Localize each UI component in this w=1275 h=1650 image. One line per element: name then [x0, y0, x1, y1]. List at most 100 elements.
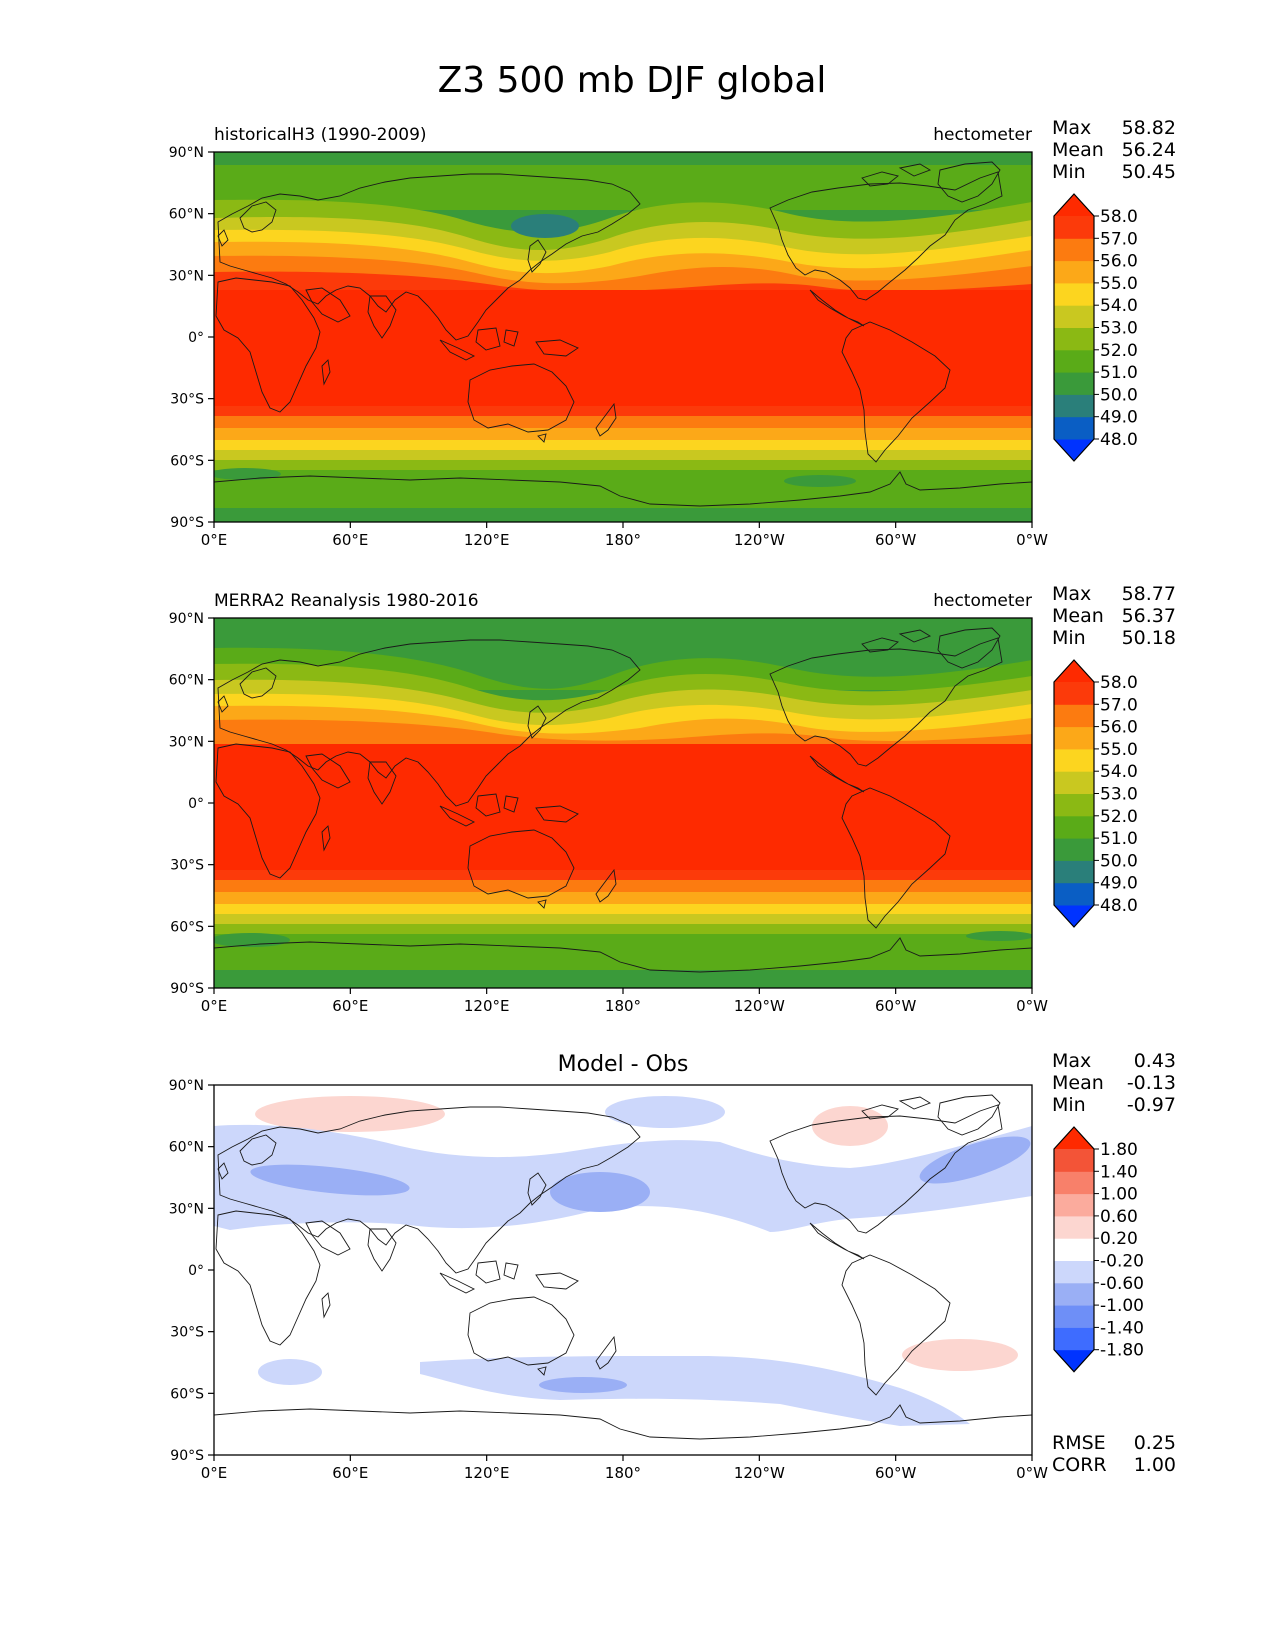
latitude-axis: 90°N 60°N 30°N 0° 30°S 60°S 90°S	[169, 145, 214, 531]
colorbar-segment	[1054, 327, 1094, 351]
colorbar-segment	[1054, 860, 1094, 884]
stat-max-value: 58.77	[1122, 583, 1176, 605]
panel-model-contours	[214, 152, 1032, 522]
colorbar-tick-label: 0.60	[1100, 1207, 1138, 1227]
colorbar-tick-label: 58.0	[1100, 207, 1138, 227]
colorbar-tick-label: 51.0	[1100, 363, 1138, 383]
lon-tick-label: 120°E	[464, 997, 510, 1015]
lon-tick-label: 180°	[605, 531, 641, 549]
lon-tick-label: 120°W	[734, 997, 785, 1015]
lon-tick-label: 60°E	[332, 997, 368, 1015]
panel-model-units: hectometer	[933, 125, 1032, 145]
lon-tick-label: 120°W	[734, 1464, 785, 1482]
panel-model-map	[214, 152, 1032, 522]
panel-model: historicalH3 (1990-2009) hectometer	[169, 117, 1176, 549]
colorbar-tick-label: 1.40	[1100, 1162, 1138, 1182]
panel-obs-colorbar: 58.057.0 56.055.054.0 53.052.051.050.0 49.0…	[1053, 659, 1138, 928]
lon-tick-label: 60°E	[332, 1464, 368, 1482]
colorbar-segment	[1054, 682, 1094, 705]
colorbar-segment	[1054, 216, 1094, 239]
colorbar-tick-label: 55.0	[1100, 274, 1138, 294]
lon-tick-label: 0°W	[1016, 997, 1048, 1015]
colorbar-segment	[1054, 726, 1094, 750]
lat-tick-label: 90°S	[170, 1448, 204, 1464]
colorbar-segment	[1054, 815, 1094, 839]
colorbar-tick-label: 52.0	[1100, 807, 1138, 827]
lat-tick-label: 30°N	[169, 1201, 204, 1217]
longitude-axis: 0°E 60°E 120°E 180° 120°W 60°W 0°W	[201, 522, 1048, 549]
stat-min-label: Min	[1052, 1094, 1086, 1116]
colorbar-segment	[1054, 905, 1094, 927]
colorbar-tick-label: 51.0	[1100, 829, 1138, 849]
lat-tick-label: 30°N	[169, 268, 204, 284]
colorbar-tick-label: 57.0	[1100, 229, 1138, 249]
panel-diff: Model - Obs 90°N 60°N 30°N 0° 30°S 60°S 90°S 0…	[169, 1050, 1176, 1482]
lon-tick-label: 0°W	[1016, 531, 1048, 549]
colorbar-segment	[1054, 238, 1094, 262]
stat-min-label: Min	[1052, 161, 1086, 183]
panel-obs-subtitle-left: MERRA2 Reanalysis 1980-2016	[214, 591, 479, 611]
colorbar-tick-label: 55.0	[1100, 740, 1138, 760]
colorbar-tick-label: 56.0	[1100, 718, 1138, 738]
colorbar-segment	[1054, 1282, 1094, 1306]
colorbar-segment	[1054, 1238, 1094, 1261]
panel-obs-contours	[214, 618, 1032, 988]
stat-min-value: 50.45	[1122, 161, 1176, 183]
colorbar-tick-label: 49.0	[1100, 408, 1138, 428]
stat-mean-value: 56.24	[1122, 139, 1176, 161]
colorbar-segment	[1054, 1127, 1094, 1149]
stat-max-label: Max	[1052, 117, 1091, 139]
panel-model-subtitle-left: historicalH3 (1990-2009)	[214, 125, 427, 145]
colorbar-tick-label: 50.0	[1100, 851, 1138, 871]
lat-tick-label: 60°N	[169, 673, 204, 689]
lon-tick-label: 60°W	[875, 1464, 917, 1482]
stat-rmse-value: 0.25	[1134, 1432, 1176, 1454]
lon-tick-label: 180°	[605, 1464, 641, 1482]
colorbar-segment	[1054, 1193, 1094, 1217]
colorbar-tick-label: 1.00	[1100, 1185, 1138, 1205]
lat-tick-label: 90°N	[169, 611, 204, 627]
lat-tick-label: 30°S	[170, 1325, 204, 1341]
stat-min-value: -0.97	[1127, 1094, 1176, 1116]
panel-obs-units: hectometer	[933, 591, 1032, 611]
colorbar-segment	[1054, 282, 1094, 306]
colorbar-tick-label: 0.20	[1100, 1229, 1138, 1249]
stat-min-value: 50.18	[1122, 627, 1176, 649]
longitude-axis: 0°E 60°E 120°E 180° 120°W 60°W 0°W	[201, 988, 1048, 1015]
lon-tick-label: 60°E	[332, 531, 368, 549]
colorbar-tick-label: 49.0	[1100, 874, 1138, 894]
lat-tick-label: 60°S	[170, 1386, 204, 1402]
stat-max-value: 58.82	[1122, 117, 1176, 139]
stat-mean-label: Mean	[1052, 139, 1104, 161]
colorbar-tick-label: 1.80	[1100, 1140, 1138, 1160]
colorbar-tick-label: 58.0	[1100, 673, 1138, 693]
colorbar-segment	[1054, 793, 1094, 817]
lon-tick-label: 120°E	[464, 1464, 510, 1482]
colorbar-segment	[1054, 704, 1094, 728]
colorbar-tick-label: 56.0	[1100, 252, 1138, 272]
stat-max-label: Max	[1052, 1050, 1091, 1072]
colorbar-tick-label: 48.0	[1100, 430, 1138, 450]
lon-tick-label: 0°E	[201, 531, 228, 549]
lat-tick-label: 0°	[188, 1263, 204, 1279]
colorbar-segment	[1054, 748, 1094, 772]
lon-tick-label: 60°W	[875, 531, 917, 549]
stat-max-value: 0.43	[1134, 1050, 1176, 1072]
colorbar-tick-label: 50.0	[1100, 385, 1138, 405]
colorbar-segment	[1054, 260, 1094, 284]
panel-diff-colorbar: 1.801.40 1.000.600.20 -0.20-0.60-1.00-1.40…	[1053, 1126, 1144, 1373]
panel-diff-map	[214, 1085, 1032, 1455]
colorbar-tick-label: 52.0	[1100, 341, 1138, 361]
lat-tick-label: 0°	[188, 330, 204, 346]
colorbar-tick-label: 54.0	[1100, 762, 1138, 782]
colorbar-segment	[1054, 660, 1094, 682]
lon-tick-label: 180°	[605, 997, 641, 1015]
colorbar-segment	[1054, 372, 1094, 395]
lat-tick-label: 90°S	[170, 981, 204, 997]
latitude-axis: 90°N 60°N 30°N 0° 30°S 60°S 90°S	[169, 1078, 214, 1464]
panel-model-colorbar: 58.057.0 56.055.054.0 53.052.051.050.0 49.0…	[1053, 193, 1138, 462]
colorbar-tick-label: 53.0	[1100, 785, 1138, 805]
colorbar-tick-label: -1.40	[1100, 1318, 1144, 1338]
colorbar-segment	[1054, 1305, 1094, 1328]
stat-min-label: Min	[1052, 627, 1086, 649]
